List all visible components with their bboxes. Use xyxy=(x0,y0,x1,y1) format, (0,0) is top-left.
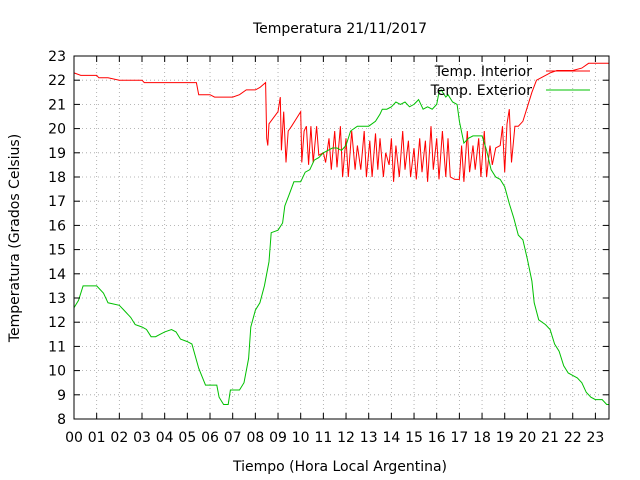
x-axis-label: Tiempo (Hora Local Argentina) xyxy=(232,459,447,475)
x-tick-label: 22 xyxy=(564,430,582,446)
y-tick-label: 13 xyxy=(48,291,66,307)
y-tick-label: 14 xyxy=(48,267,66,283)
plot-series xyxy=(73,62,609,405)
x-tick-label: 23 xyxy=(586,430,604,446)
y-tick-label: 18 xyxy=(48,170,66,186)
y-tick-label: 8 xyxy=(57,412,66,428)
y-tick-label: 9 xyxy=(57,388,66,404)
x-tick-label: 15 xyxy=(405,430,423,446)
series-line-interior xyxy=(73,62,609,182)
y-tick-label: 17 xyxy=(48,194,66,210)
x-tick-label: 04 xyxy=(156,430,174,446)
x-tick-label: 11 xyxy=(314,430,332,446)
y-tick-label: 15 xyxy=(48,243,66,259)
x-tick-label: 01 xyxy=(88,430,106,446)
y-tick-label: 21 xyxy=(48,97,66,113)
legend: Temp. Interior Temp. Exterior xyxy=(430,64,590,99)
y-tick-label: 19 xyxy=(48,146,66,162)
series-line-exterior xyxy=(73,89,609,405)
x-tick-label: 18 xyxy=(473,430,491,446)
y-tick-label: 20 xyxy=(48,122,66,138)
chart-title: Temperatura 21/11/2017 xyxy=(252,21,427,37)
x-tick-label: 09 xyxy=(269,430,287,446)
x-tick-label: 16 xyxy=(428,430,446,446)
x-tick-label: 07 xyxy=(224,430,242,446)
x-tick-label: 14 xyxy=(382,430,400,446)
plot-frame xyxy=(73,55,610,420)
y-tick-label: 16 xyxy=(48,218,66,234)
y-tick-label: 11 xyxy=(48,339,66,355)
axis-ticks xyxy=(73,55,609,420)
x-tick-label: 21 xyxy=(541,430,559,446)
x-tick-label: 12 xyxy=(337,430,355,446)
x-tick-label: 17 xyxy=(450,430,468,446)
y-axis-label: Temperatura (Grados Celsius) xyxy=(7,134,23,343)
legend-label: Temp. Interior xyxy=(434,64,533,80)
x-tick-label: 10 xyxy=(292,430,310,446)
y-tick-label: 12 xyxy=(48,315,66,331)
x-tick-label: 13 xyxy=(360,430,378,446)
x-tick-label: 19 xyxy=(496,430,514,446)
x-tick-label: 06 xyxy=(201,430,219,446)
grid xyxy=(74,56,609,419)
x-tick-label: 08 xyxy=(246,430,264,446)
x-tick-label: 00 xyxy=(65,430,83,446)
x-tick-label: 03 xyxy=(133,430,151,446)
x-tick-label: 05 xyxy=(178,430,196,446)
y-tick-label: 23 xyxy=(48,49,66,65)
y-tick-label: 22 xyxy=(48,73,66,89)
x-tick-label: 20 xyxy=(518,430,536,446)
legend-label: Temp. Exterior xyxy=(430,83,533,99)
y-tick-label: 10 xyxy=(48,364,66,380)
x-tick-label: 02 xyxy=(110,430,128,446)
